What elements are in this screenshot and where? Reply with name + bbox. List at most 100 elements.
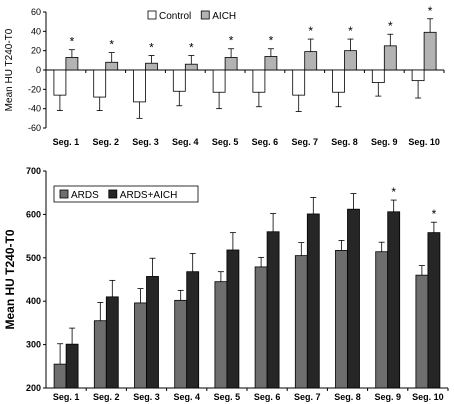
legend: Control AICH bbox=[142, 7, 276, 23]
y-tick-label: 60 bbox=[31, 7, 41, 17]
significance-marker: * bbox=[391, 185, 396, 199]
bar bbox=[335, 250, 348, 389]
significance-marker: * bbox=[70, 35, 75, 49]
x-tick-label: Seg. 5 bbox=[214, 392, 241, 402]
legend-swatch bbox=[108, 189, 118, 199]
x-tick-label: Seg. 9 bbox=[371, 137, 398, 147]
significance-marker: * bbox=[149, 41, 154, 55]
bar bbox=[254, 266, 268, 389]
x-tick-label: Seg. 6 bbox=[254, 392, 281, 402]
x-tick-label: Seg. 6 bbox=[252, 137, 279, 147]
bar bbox=[344, 50, 357, 71]
x-tick-label: Seg. 2 bbox=[93, 392, 120, 402]
bar bbox=[212, 69, 226, 93]
bar bbox=[347, 208, 360, 389]
bar bbox=[423, 31, 437, 71]
x-tick-label: Seg. 3 bbox=[132, 137, 159, 147]
y-tick-label: 20 bbox=[31, 46, 41, 56]
x-tick-label: Seg. 8 bbox=[334, 392, 361, 402]
y-tick-label: 300 bbox=[26, 340, 41, 350]
y-tick-label: -40 bbox=[28, 104, 41, 114]
y-axis-label: Mean HU T240-T0 bbox=[3, 229, 17, 329]
bar bbox=[93, 69, 107, 98]
bar bbox=[252, 69, 266, 93]
legend-label: ARDS bbox=[71, 190, 99, 201]
significance-marker: * bbox=[428, 4, 433, 18]
bar bbox=[264, 56, 278, 71]
bar bbox=[304, 51, 318, 71]
y-tick-label: 600 bbox=[26, 209, 41, 219]
bar bbox=[266, 231, 280, 389]
bar bbox=[332, 69, 345, 93]
significance-marker: * bbox=[348, 24, 353, 38]
significance-marker: * bbox=[432, 207, 437, 221]
bar bbox=[375, 251, 389, 389]
bar bbox=[65, 57, 79, 71]
legend-label: AICH bbox=[212, 11, 236, 22]
x-tick-label: Seg. 7 bbox=[294, 392, 321, 402]
x-tick-label: Seg. 4 bbox=[173, 392, 200, 402]
bar bbox=[224, 57, 238, 71]
y-tick-label: 200 bbox=[26, 383, 41, 393]
bar bbox=[174, 299, 188, 389]
bar bbox=[214, 281, 228, 389]
y-tick-label: 40 bbox=[31, 26, 41, 36]
x-tick-label: Seg. 2 bbox=[92, 137, 119, 147]
bar bbox=[427, 232, 441, 389]
chart-bottom: 200 300 400 500 600 700 Mean HU T240-T0 Seg. 1 S… bbox=[3, 166, 449, 402]
bar bbox=[387, 211, 401, 389]
legend-label: Control bbox=[159, 11, 191, 22]
bar bbox=[133, 69, 146, 103]
significance-marker: * bbox=[189, 41, 194, 55]
bar bbox=[145, 62, 158, 71]
x-tick-label: Seg. 9 bbox=[374, 392, 401, 402]
chart-top: -60 -40 -20 0 20 40 60 Mean HU T240-T0 Seg. 1 * Se… bbox=[4, 4, 445, 147]
bar bbox=[93, 320, 107, 389]
x-tick-label: Seg. 10 bbox=[412, 392, 444, 402]
x-tick-label: Seg. 4 bbox=[172, 137, 199, 147]
bar bbox=[53, 363, 67, 389]
y-tick-label: 700 bbox=[26, 166, 41, 176]
y-tick-label: 0 bbox=[36, 65, 41, 75]
bar bbox=[146, 276, 159, 389]
bar bbox=[172, 69, 186, 92]
bar bbox=[53, 69, 67, 96]
significance-marker: * bbox=[388, 19, 393, 33]
bar bbox=[134, 302, 147, 389]
significance-marker: * bbox=[229, 34, 234, 48]
x-tick-label: Seg. 7 bbox=[291, 137, 318, 147]
legend-label: ARDS+AICH bbox=[120, 190, 178, 201]
bar bbox=[306, 213, 320, 389]
legend: ARDS ARDS+AICH bbox=[53, 185, 199, 203]
significance-marker: * bbox=[109, 38, 114, 52]
bar bbox=[415, 274, 429, 389]
bar bbox=[105, 296, 119, 389]
x-tick-label: Seg. 1 bbox=[53, 392, 80, 402]
bar bbox=[411, 69, 425, 82]
y-tick-label: -60 bbox=[28, 123, 41, 133]
legend-box bbox=[53, 185, 199, 203]
y-tick-label: -20 bbox=[28, 84, 41, 94]
legend-swatch bbox=[59, 189, 69, 199]
legend-swatch bbox=[147, 10, 157, 20]
bar bbox=[292, 69, 306, 96]
bar bbox=[383, 45, 397, 71]
x-tick-label: Seg. 1 bbox=[53, 137, 80, 147]
bar bbox=[371, 69, 385, 83]
y-tick-label: 500 bbox=[26, 253, 41, 263]
significance-marker: * bbox=[308, 24, 313, 38]
bar bbox=[294, 255, 308, 389]
bar bbox=[184, 63, 198, 71]
bar bbox=[186, 271, 200, 389]
y-tick-label: 400 bbox=[26, 296, 41, 306]
y-axis-label: Mean HU T240-T0 bbox=[4, 28, 15, 111]
significance-marker: * bbox=[269, 34, 274, 48]
bar bbox=[65, 343, 79, 389]
x-tick-label: Seg. 5 bbox=[212, 137, 239, 147]
bar bbox=[105, 61, 119, 71]
x-tick-label: Seg. 8 bbox=[331, 137, 358, 147]
legend-swatch bbox=[200, 10, 210, 20]
x-tick-label: Seg. 3 bbox=[133, 392, 160, 402]
bar bbox=[226, 249, 240, 389]
